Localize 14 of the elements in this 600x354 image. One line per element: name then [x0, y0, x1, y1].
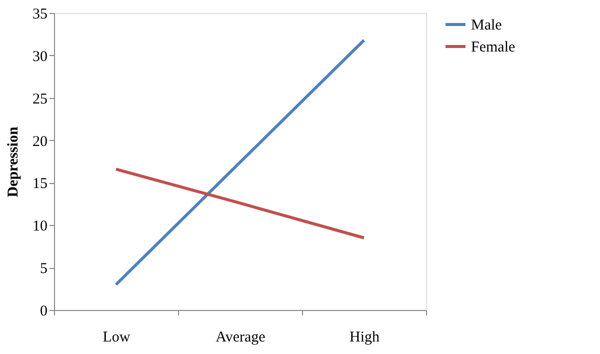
y-tick-label: 25 — [32, 91, 48, 108]
y-tick-label: 30 — [32, 48, 48, 65]
legend-label: Male — [471, 18, 502, 34]
x-tick-label: Low — [102, 330, 130, 346]
y-tick-label: 0 — [40, 304, 48, 320]
legend-label: Female — [471, 40, 516, 56]
y-tick-label: 15 — [32, 176, 48, 192]
y-tick-label: 20 — [32, 134, 48, 150]
y-tick-label: 10 — [32, 218, 48, 235]
y-tick-label: 5 — [40, 261, 48, 278]
x-tick-label: Average — [216, 330, 266, 346]
y-tick-label: 35 — [32, 6, 48, 22]
y-axis-title: Depression — [6, 126, 22, 198]
x-tick-label: High — [350, 330, 380, 346]
